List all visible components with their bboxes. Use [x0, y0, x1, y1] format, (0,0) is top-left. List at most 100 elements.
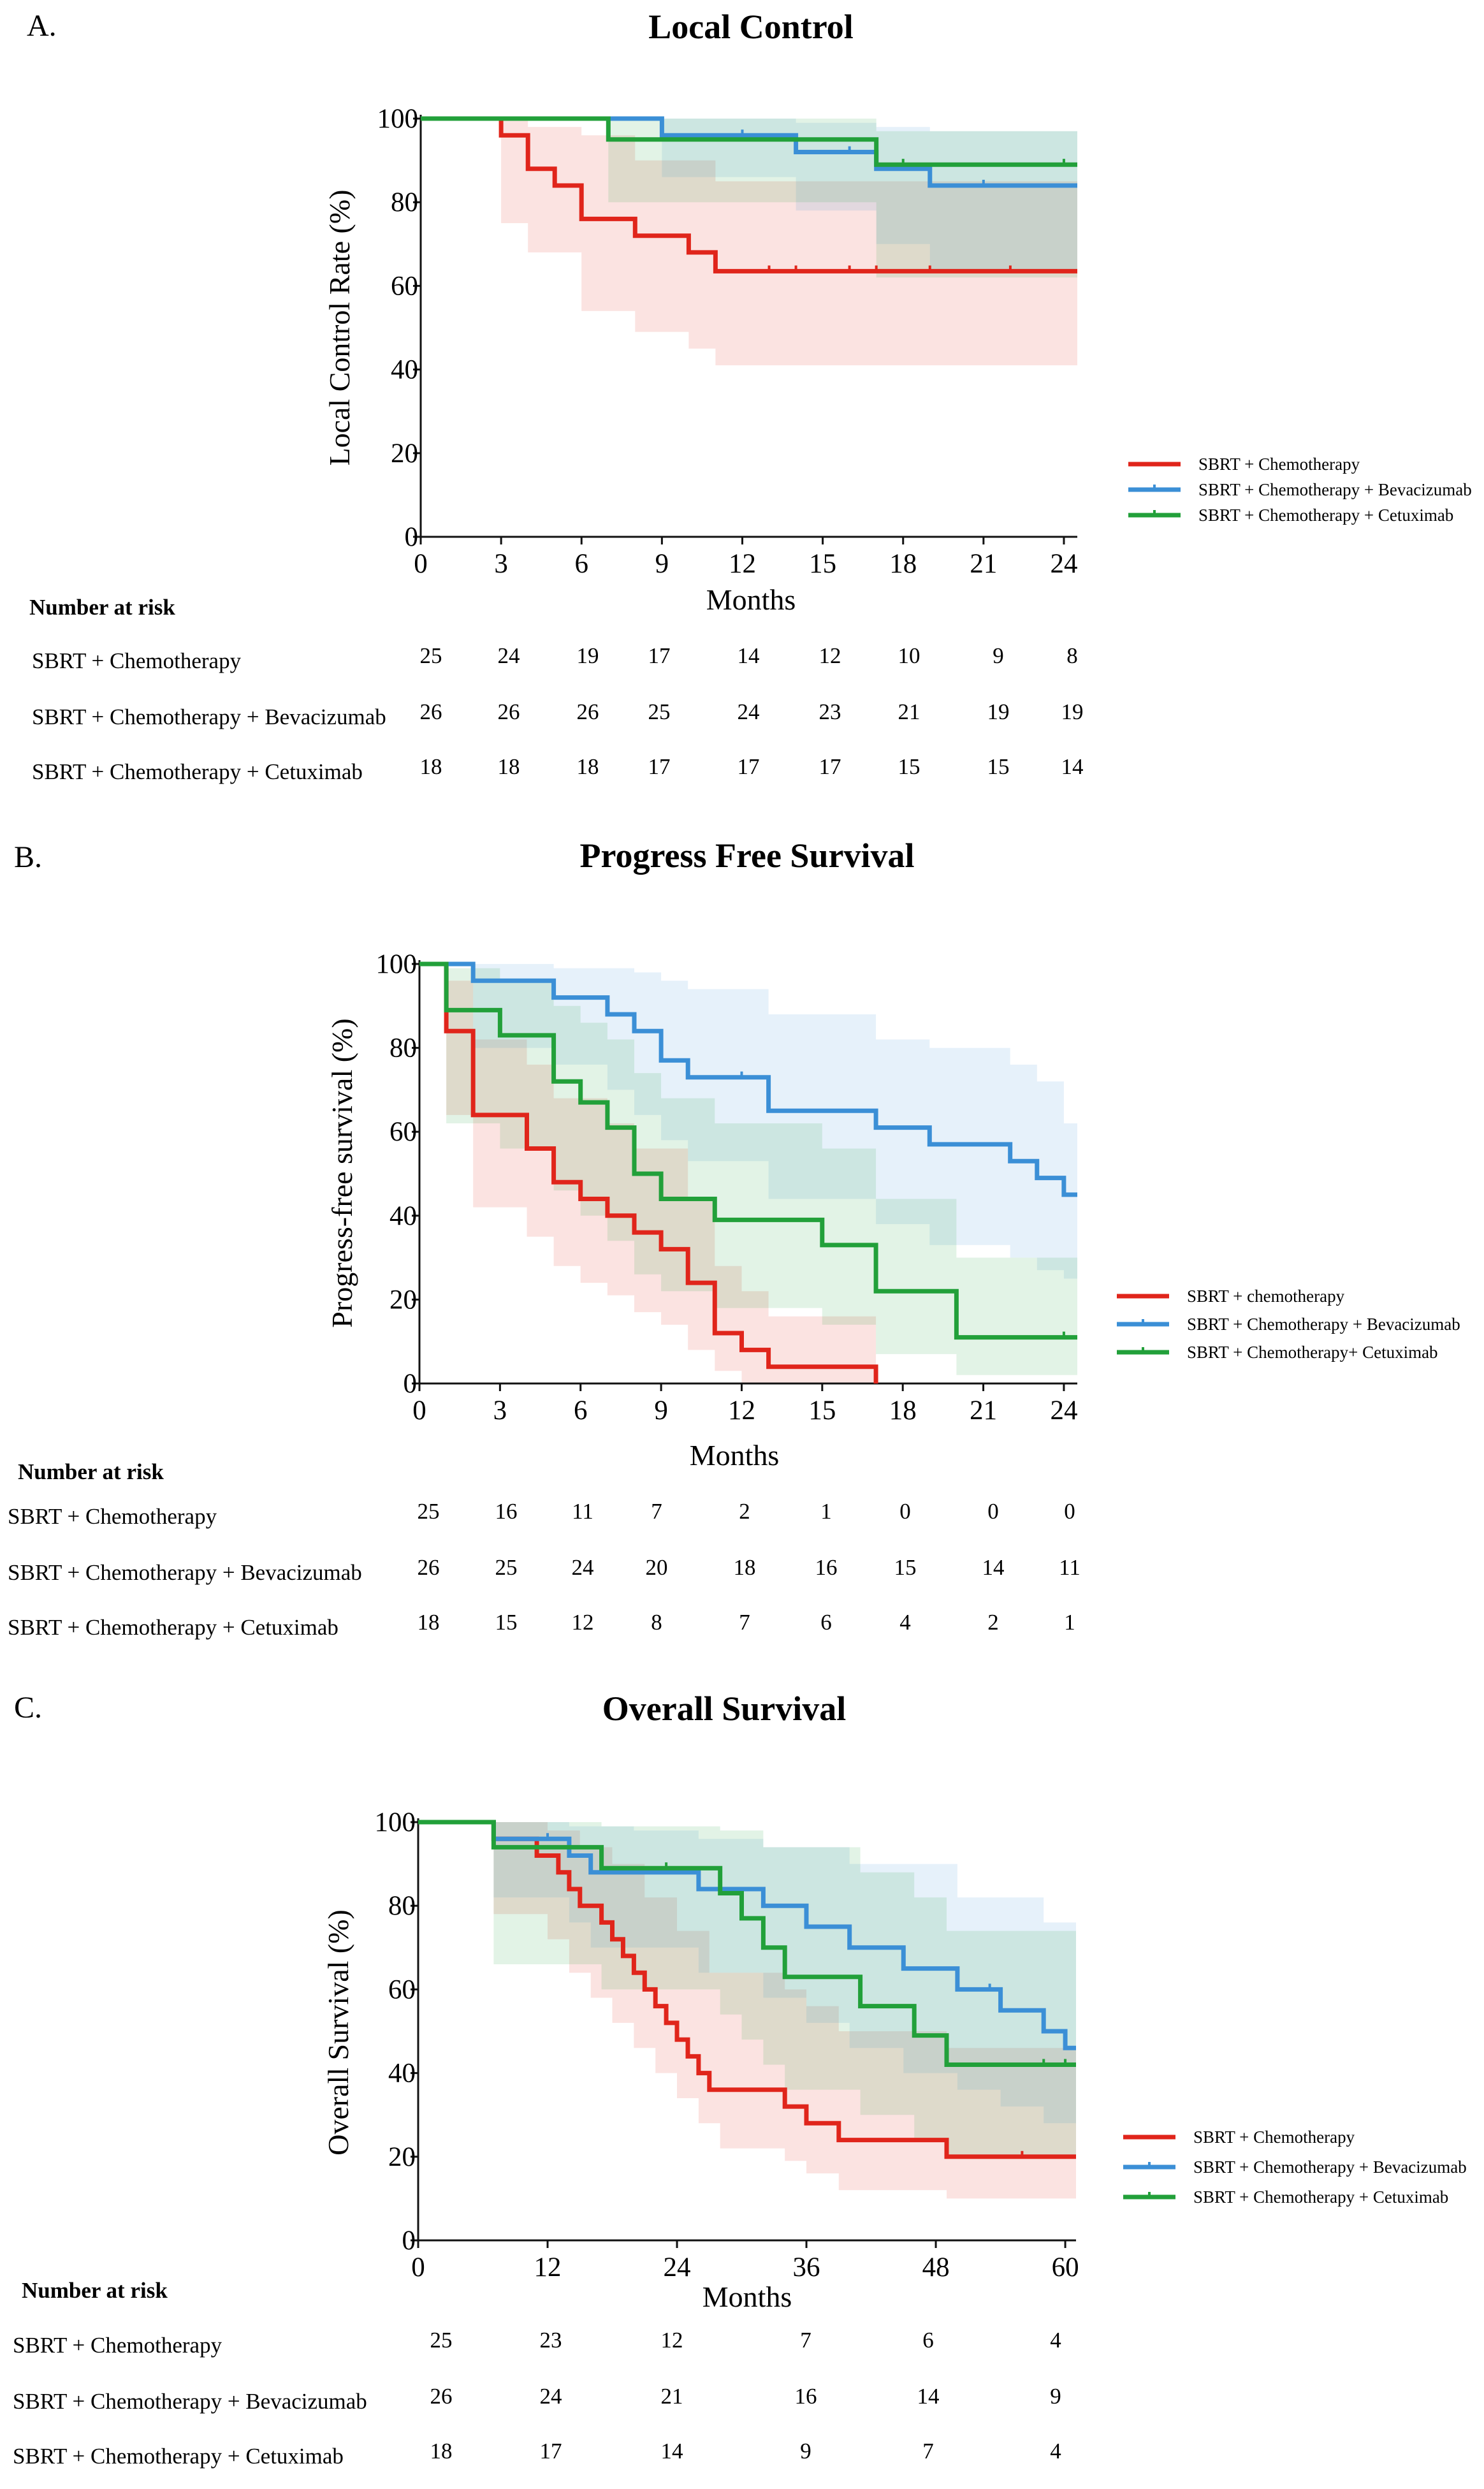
x-tick-label: 6	[574, 1396, 588, 1426]
x-tick-label: 18	[889, 549, 917, 579]
y-tick-label: 60	[389, 1117, 417, 1147]
risk-row-label: SBRT + Chemotherapy + Bevacizumab	[8, 1560, 362, 1585]
risk-value: 17	[648, 643, 671, 668]
risk-value: 16	[815, 1555, 838, 1580]
risk-value: 14	[982, 1555, 1005, 1580]
x-tick-label: 0	[414, 549, 428, 579]
risk-value: 12	[661, 2328, 683, 2353]
risk-value: 4	[1050, 2328, 1061, 2353]
x-axis-label: Months	[702, 2281, 792, 2313]
x-axis-label: Months	[706, 583, 796, 616]
risk-value: 26	[420, 699, 442, 724]
chart-title: Progress Free Survival	[580, 836, 915, 875]
x-tick-label: 6	[574, 549, 588, 579]
series-blue	[421, 116, 1077, 188]
risk-value: 20	[646, 1555, 668, 1580]
ci-bands	[418, 1822, 1076, 2199]
risk-value: 16	[495, 1499, 518, 1524]
risk-value: 12	[819, 643, 841, 668]
legend-label: SBRT + Chemotherapy + Cetuximab	[1198, 506, 1453, 525]
legend-label: SBRT + Chemotherapy	[1198, 455, 1360, 474]
x-tick-label: 24	[1050, 1396, 1077, 1426]
legend-label: SBRT + Chemotherapy + Bevacizumab	[1187, 1315, 1460, 1334]
legend-label: SBRT + Chemotherapy + Bevacizumab	[1198, 480, 1472, 499]
x-tick-label: 9	[655, 549, 669, 579]
y-tick-label: 80	[389, 1033, 417, 1063]
axes: 0 20 40 60 80 100 0 3 6 9 12 15 18 21 24	[377, 104, 1078, 579]
x-tick-label: 12	[728, 1396, 755, 1426]
risk-value: 21	[898, 699, 920, 724]
risk-value: 21	[661, 2384, 683, 2409]
risk-value: 18	[430, 2439, 453, 2463]
y-tick-label: 20	[391, 439, 418, 469]
axes: 0 20 40 60 80 100 0 3 6 9 12 15 18 21 24	[376, 949, 1078, 1426]
ci-bands	[421, 119, 1077, 365]
series-red	[421, 116, 1077, 274]
ci-band-blue	[419, 964, 1077, 1279]
chart-title: Local Control	[648, 8, 854, 46]
legend-label: SBRT + Chemotherapy+ Cetuximab	[1187, 1343, 1438, 1362]
risk-row-label: SBRT + Chemotherapy + Bevacizumab	[13, 2389, 367, 2414]
legend-label: SBRT + Chemotherapy + Bevacizumab	[1193, 2157, 1467, 2177]
y-tick-label: 40	[388, 2059, 416, 2089]
risk-value: 25	[495, 1555, 518, 1580]
risk-value: 17	[819, 754, 841, 779]
x-tick-label: 18	[889, 1396, 917, 1426]
risk-table: Number at risk SBRT + Chemotherapy 25 23 12 7…	[13, 2278, 1061, 2469]
risk-value: 4	[899, 1610, 911, 1635]
risk-value: 19	[987, 699, 1010, 724]
risk-value: 23	[540, 2328, 562, 2353]
risk-value: 25	[648, 699, 671, 724]
risk-value: 24	[498, 643, 520, 668]
x-tick-label: 21	[970, 1396, 997, 1426]
x-tick-label: 21	[970, 549, 997, 579]
risk-row-label: SBRT + Chemotherapy	[32, 648, 242, 673]
risk-value: 10	[898, 643, 920, 668]
km-curve-blue	[418, 1820, 1076, 2050]
legend-label: SBRT + chemotherapy	[1187, 1287, 1345, 1306]
risk-value: 7	[651, 1499, 662, 1524]
risk-value: 0	[1064, 1499, 1075, 1524]
risk-value: 4	[1050, 2439, 1061, 2463]
risk-value: 17	[540, 2439, 562, 2463]
legend: SBRT + Chemotherapy SBRT + Chemotherapy +…	[1128, 455, 1472, 525]
series-red	[418, 1820, 1076, 2159]
series-blue	[419, 961, 1077, 1197]
ci-band-blue	[421, 119, 1077, 270]
risk-value: 8	[1066, 643, 1078, 668]
km-curve-red	[419, 961, 878, 1383]
ci-band-green	[421, 119, 1077, 278]
risk-value: 11	[572, 1499, 593, 1524]
risk-value: 15	[898, 754, 920, 779]
km-curve-blue	[421, 116, 1077, 188]
risk-value: 24	[540, 2384, 562, 2409]
risk-value: 19	[1061, 699, 1084, 724]
y-tick-label: 60	[388, 1974, 416, 2004]
legend: SBRT + Chemotherapy SBRT + Chemotherapy +…	[1123, 2128, 1467, 2207]
y-tick-label: 20	[389, 1285, 417, 1315]
risk-value: 0	[987, 1499, 999, 1524]
x-tick-label: 24	[1050, 549, 1077, 579]
km-curve-green	[418, 1820, 1076, 2067]
ci-bands	[419, 964, 1077, 1383]
risk-value: 8	[651, 1610, 662, 1635]
chart-title: Overall Survival	[602, 1690, 846, 1728]
series-green	[421, 116, 1077, 167]
series-red	[419, 961, 878, 1383]
x-tick-label: 48	[922, 2252, 950, 2282]
risk-value: 15	[495, 1610, 518, 1635]
panel-1: A. Local Control 0 20 40 60 80 100 0 3 6 9 12 15 18 21 2…	[27, 8, 1472, 784]
risk-value: 14	[917, 2384, 940, 2409]
km-curve-green	[419, 961, 1077, 1340]
y-tick-label: 0	[402, 2226, 416, 2256]
y-tick-label: 100	[377, 104, 419, 134]
ci-band-green	[419, 964, 1077, 1375]
y-tick-label: 0	[404, 1369, 418, 1399]
km-curve-blue	[419, 961, 1077, 1197]
y-tick-label: 0	[405, 522, 419, 552]
risk-value: 7	[739, 1610, 750, 1635]
risk-value: 18	[498, 754, 520, 779]
x-tick-label: 12	[729, 549, 756, 579]
legend-label: SBRT + Chemotherapy	[1193, 2128, 1355, 2147]
